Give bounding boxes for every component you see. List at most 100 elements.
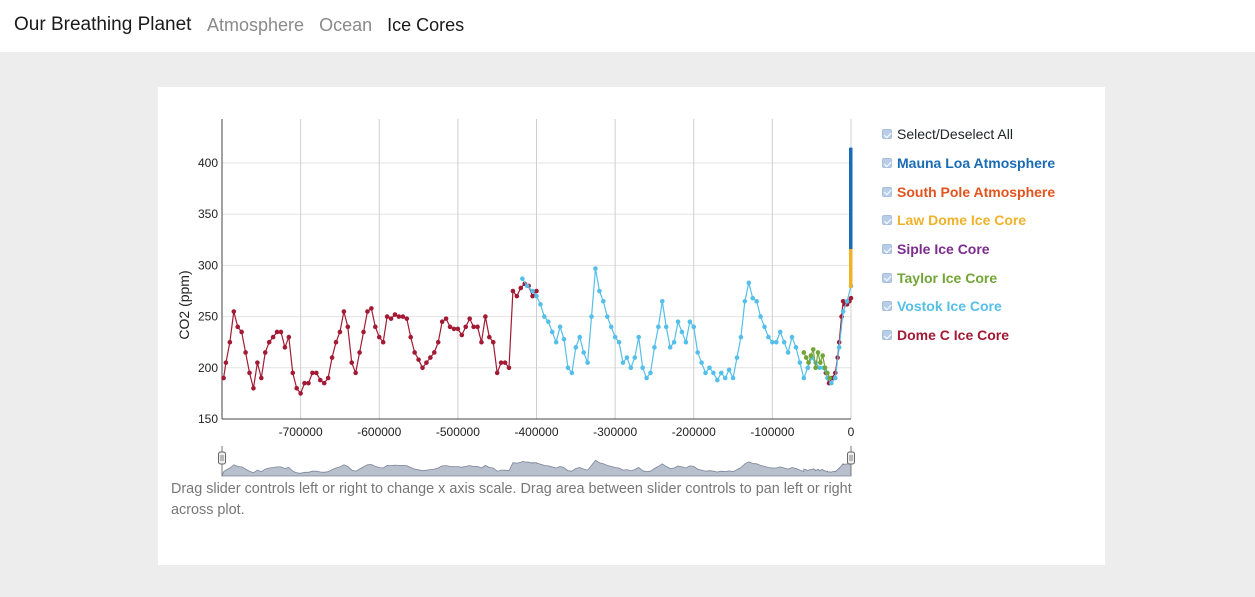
point-dome-c-ice-core (274, 329, 280, 335)
select-all-checkbox[interactable] (882, 129, 892, 140)
point-vostok-ice-core (557, 324, 563, 330)
point-vostok-ice-core (742, 298, 748, 304)
navbar: Our Breathing Planet Atmosphere Ocean Ic… (0, 0, 1255, 52)
point-dome-c-ice-core (463, 324, 469, 330)
point-taylor-ice-core (808, 353, 814, 358)
point-taylor-ice-core (801, 350, 807, 355)
point-vostok-ice-core (817, 365, 822, 371)
point-dome-c-ice-core (329, 355, 335, 360)
point-vostok-ice-core (832, 375, 838, 381)
point-dome-c-ice-core (424, 360, 429, 365)
point-dome-c-ice-core (361, 329, 366, 335)
legend-label: Mauna Loa Atmosphere (897, 155, 1056, 172)
nav-link-ocean[interactable]: Ocean (319, 15, 373, 35)
point-vostok-ice-core (718, 370, 724, 376)
point-dome-c-ice-core (223, 360, 229, 365)
point-vostok-ice-core (711, 370, 716, 376)
point-dome-c-ice-core (475, 324, 480, 330)
point-vostok-ice-core (829, 380, 834, 386)
point-dome-c-ice-core (333, 339, 339, 345)
point-vostok-ice-core (538, 302, 543, 307)
point-dome-c-ice-core (243, 350, 248, 355)
point-dome-c-ice-core (231, 309, 237, 314)
point-vostok-ice-core (770, 339, 775, 345)
legend-label: Dome C Ice Core (897, 327, 1010, 344)
y-axis-label: CO2 (ppm) (176, 270, 192, 339)
y-tick-label: 300 (198, 258, 218, 272)
legend-checkbox[interactable] (882, 158, 892, 169)
point-dome-c-ice-core (467, 316, 472, 321)
brand-link[interactable]: Our Breathing Planet (14, 14, 192, 35)
legend-label: Vostok Ice Core (897, 298, 1002, 315)
legend-item-south-pole[interactable]: South Pole Atmosphere (882, 177, 1055, 206)
legend-checkbox[interactable] (882, 215, 892, 226)
point-dome-c-ice-core (431, 350, 437, 355)
nav-link-atmosphere[interactable]: Atmosphere (207, 15, 305, 35)
point-vostok-ice-core (542, 314, 547, 319)
legend-item-law-dome[interactable]: Law Dome Ice Core (882, 206, 1055, 235)
x-tick-label: -500000 (436, 425, 480, 439)
point-dome-c-ice-core (416, 357, 421, 362)
x-tick-label: -100000 (750, 425, 794, 439)
point-vostok-ice-core (667, 345, 673, 350)
point-vostok-ice-core (781, 339, 787, 345)
point-vostok-ice-core (691, 324, 697, 330)
point-taylor-ice-core (822, 365, 828, 371)
point-vostok-ice-core (777, 329, 783, 335)
point-vostok-ice-core (652, 345, 657, 350)
point-dome-c-ice-core (396, 314, 402, 319)
y-tick-label: 200 (198, 361, 218, 375)
legend-item-vostok[interactable]: Vostok Ice Core (882, 292, 1055, 321)
point-dome-c-ice-core (337, 329, 343, 335)
slider-right-handle[interactable] (847, 451, 855, 465)
point-vostok-ice-core (648, 370, 653, 376)
legend-checkbox[interactable] (882, 301, 892, 312)
legend-checkbox[interactable] (882, 330, 892, 341)
point-vostok-ice-core (545, 319, 551, 325)
legend-checkbox[interactable] (882, 272, 892, 283)
point-taylor-ice-core (810, 347, 816, 352)
legend-item-dome-c[interactable]: Dome C Ice Core (882, 321, 1055, 350)
legend-label: Taylor Ice Core (897, 269, 998, 286)
range-slider[interactable] (218, 446, 855, 477)
legend-item-taylor[interactable]: Taylor Ice Core (882, 263, 1055, 292)
point-vostok-ice-core (758, 314, 763, 319)
point-dome-c-ice-core (227, 339, 233, 345)
point-dome-c-ice-core (365, 309, 370, 314)
point-dome-c-ice-core (487, 334, 492, 340)
slider-left-handle[interactable] (218, 451, 226, 465)
axes: 150 200 250 300 350 400 -700000 -600000 -500000 -… (198, 119, 855, 439)
point-dome-c-ice-core (373, 324, 378, 330)
legend-item-mauna-loa[interactable]: Mauna Loa Atmosphere (882, 149, 1055, 178)
point-dome-c-ice-core (447, 324, 453, 330)
point-dome-c-ice-core (498, 360, 504, 365)
point-vostok-ice-core (805, 365, 811, 371)
point-vostok-ice-core (750, 295, 756, 301)
point-vostok-ice-core (844, 298, 850, 304)
point-vostok-ice-core (604, 314, 610, 319)
y-tick-label: 400 (198, 156, 218, 170)
point-dome-c-ice-core (408, 334, 413, 340)
point-dome-c-ice-core (278, 329, 284, 335)
point-vostok-ice-core (785, 350, 791, 355)
x-tick-label: -300000 (593, 425, 637, 439)
point-dome-c-ice-core (435, 339, 441, 345)
point-dome-c-ice-core (353, 370, 358, 376)
point-dome-c-ice-core (479, 339, 484, 345)
select-all-label: Select/Deselect All (897, 126, 1013, 143)
point-vostok-ice-core (620, 360, 626, 365)
point-vostok-ice-core (840, 309, 846, 314)
select-all-toggle[interactable]: Select/Deselect All (882, 120, 1055, 149)
point-dome-c-ice-core (235, 324, 241, 330)
point-vostok-ice-core (801, 375, 807, 381)
point-vostok-ice-core (734, 355, 740, 360)
point-dome-c-ice-core (369, 306, 374, 311)
legend-checkbox[interactable] (882, 186, 892, 197)
point-vostok-ice-core (530, 288, 535, 294)
nav-link-ice-cores[interactable]: Ice Cores (387, 15, 465, 35)
legend-label: South Pole Atmosphere (897, 183, 1056, 200)
point-dome-c-ice-core (502, 360, 508, 365)
legend-item-siple[interactable]: Siple Ice Core (882, 235, 1055, 264)
x-tick-label: -700000 (279, 425, 323, 439)
legend-checkbox[interactable] (882, 244, 892, 255)
